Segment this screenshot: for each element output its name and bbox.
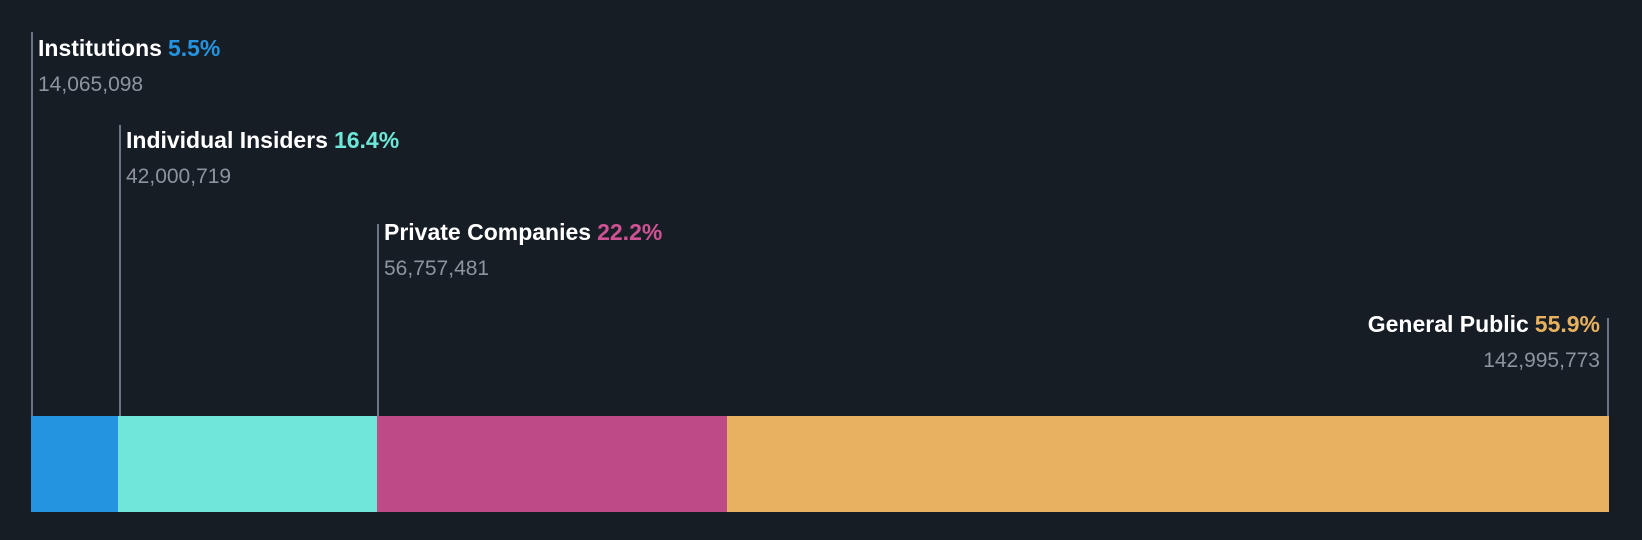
bar-segment-individual-insiders[interactable] (117, 416, 377, 512)
label-line-private-companies: Private Companies 22.2% (384, 217, 662, 247)
label-line-individual-insiders: Individual Insiders 16.4% (126, 125, 399, 155)
label-group-institutions[interactable]: Institutions 5.5% 14,065,098 (38, 33, 220, 100)
label-line-institutions: Institutions 5.5% (38, 33, 220, 63)
segment-percent-private-companies: 22.2% (597, 219, 663, 245)
tick-line-individual-insiders (119, 125, 121, 416)
segment-shares-private-companies: 56,757,481 (384, 257, 490, 280)
segment-name-individual-insiders: Individual Insiders (126, 127, 328, 153)
label-group-general-public[interactable]: General Public 55.9% 142,995,773 (1368, 309, 1600, 376)
segment-percent-individual-insiders: 16.4% (333, 127, 400, 153)
segment-shares-individual-insiders: 42,000,719 (126, 165, 232, 188)
tick-line-general-public (1607, 318, 1609, 416)
bar-segment-general-public[interactable] (726, 416, 1609, 512)
tick-line-private-companies (377, 224, 379, 416)
segment-name-private-companies: Private Companies (384, 219, 592, 245)
segment-percent-general-public: 55.9% (1534, 311, 1600, 337)
bar-segment-institutions[interactable] (31, 416, 118, 512)
segment-shares-institutions: 14,065,098 (38, 73, 144, 96)
tick-line-institutions (31, 32, 33, 416)
bar-segment-private-companies[interactable] (376, 416, 727, 512)
segment-name-institutions: Institutions (38, 35, 162, 61)
label-line-general-public: General Public 55.9% (1368, 309, 1600, 339)
stacked-bar (31, 416, 1609, 512)
segment-shares-general-public: 142,995,773 (1483, 349, 1600, 372)
segment-percent-institutions: 5.5% (167, 35, 221, 61)
label-group-private-companies[interactable]: Private Companies 22.2% 56,757,481 (384, 217, 662, 284)
segment-name-general-public: General Public (1367, 311, 1529, 337)
label-group-individual-insiders[interactable]: Individual Insiders 16.4% 42,000,719 (126, 125, 399, 192)
